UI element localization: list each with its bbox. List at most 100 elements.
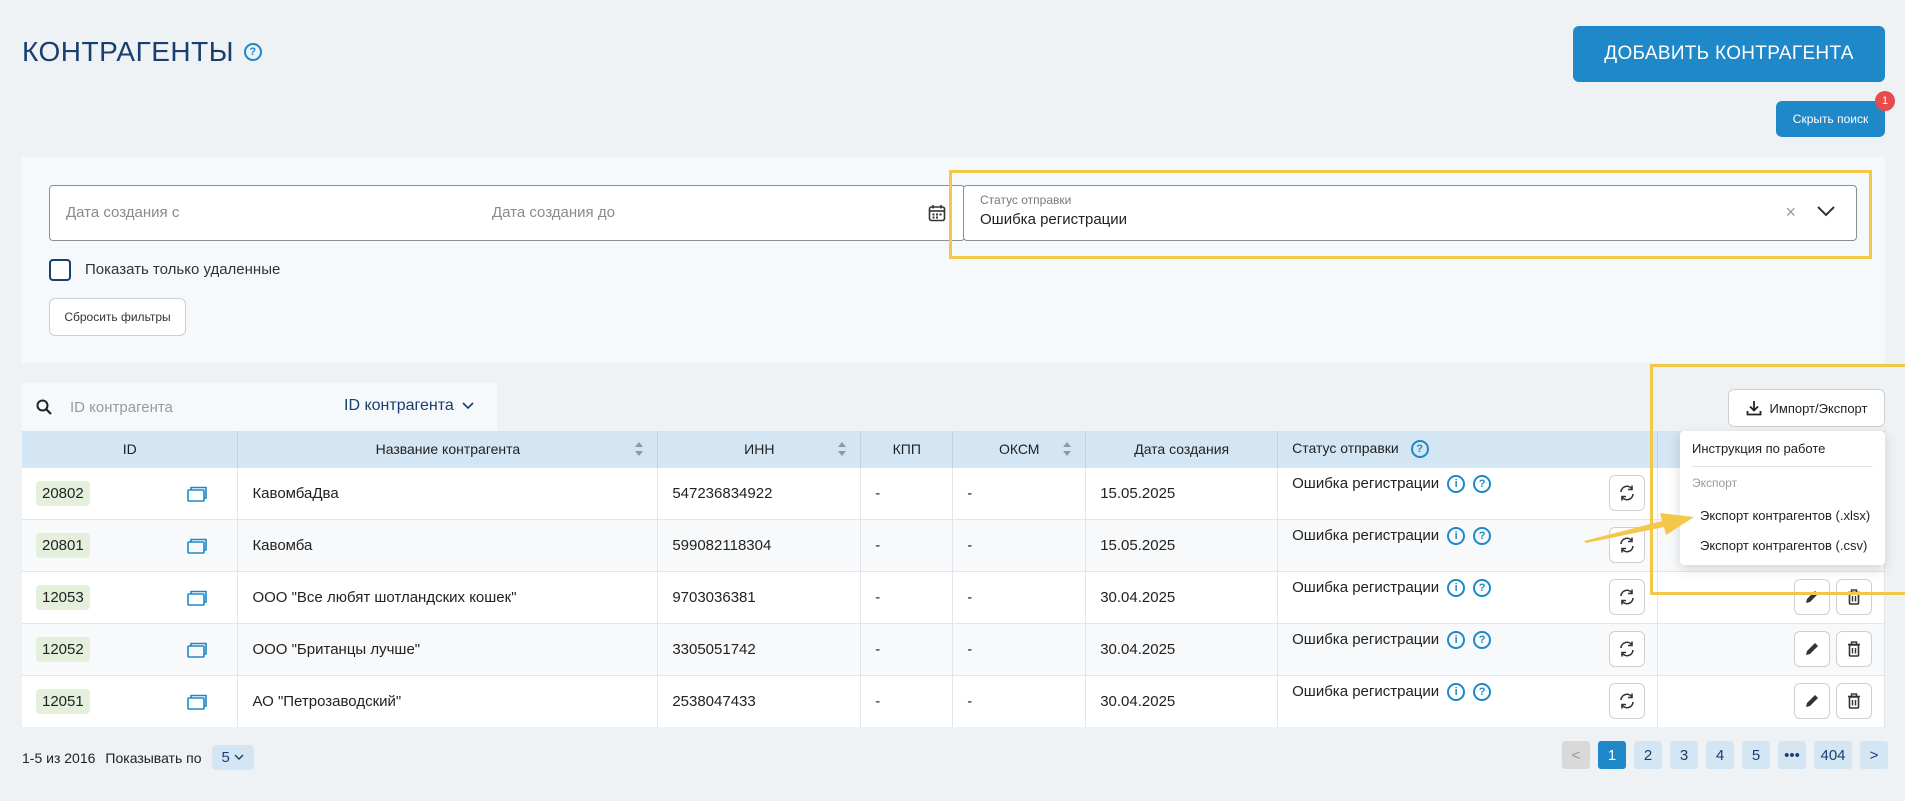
- id-badge[interactable]: 20801: [36, 532, 90, 558]
- table-row[interactable]: 12051 АО "Петрозаводский" 2538047433- -30.0…: [22, 674, 1885, 727]
- search-field-select[interactable]: ID контрагента: [344, 397, 474, 415]
- menu-item-export-xlsx[interactable]: Экспорт контрагентов (.xlsx): [1700, 508, 1871, 523]
- page-button[interactable]: 5: [1742, 741, 1770, 769]
- edit-button[interactable]: [1794, 683, 1830, 720]
- import-export-button[interactable]: Импорт/Экспорт: [1728, 389, 1885, 427]
- column-header-name[interactable]: Название контрагента: [237, 431, 659, 467]
- column-header-oksm-label: ОКСМ: [998, 440, 1040, 457]
- edit-button[interactable]: [1794, 631, 1830, 667]
- prev-page-button[interactable]: <: [1562, 741, 1590, 769]
- reset-filters-button[interactable]: Сбросить фильтры: [49, 298, 186, 336]
- clear-icon[interactable]: ×: [1785, 202, 1796, 222]
- refresh-button[interactable]: [1609, 475, 1646, 511]
- page-ellipsis[interactable]: •••: [1778, 741, 1806, 769]
- menu-item-export-csv[interactable]: Экспорт контрагентов (.csv): [1700, 538, 1868, 553]
- page-button[interactable]: 1: [1598, 741, 1626, 769]
- column-header-inn[interactable]: ИНН: [657, 431, 862, 467]
- cell-inn: 547236834922: [657, 466, 862, 519]
- delete-button[interactable]: [1836, 631, 1872, 667]
- folder-icon[interactable]: [187, 485, 208, 502]
- help-icon[interactable]: ?: [1473, 579, 1492, 598]
- cell-kpp: -: [860, 570, 954, 623]
- deleted-only-checkbox[interactable]: [49, 259, 71, 281]
- menu-item-instruction[interactable]: Инструкция по работе: [1692, 441, 1826, 456]
- highlight-box-status: [949, 170, 1872, 259]
- date-range-field[interactable]: Дата создания с Дата создания до: [49, 185, 965, 241]
- cell-inn: 2538047433: [657, 674, 862, 727]
- folder-icon[interactable]: [187, 537, 208, 554]
- sort-icon[interactable]: [838, 442, 847, 456]
- chevron-down-icon[interactable]: [1816, 204, 1836, 218]
- refresh-icon: [1620, 641, 1634, 657]
- info-icon[interactable]: i: [1447, 579, 1466, 598]
- next-page-button[interactable]: >: [1860, 741, 1888, 769]
- sort-icon[interactable]: [1063, 442, 1072, 456]
- per-page-label: Показывать по: [105, 749, 202, 766]
- add-counterparty-button[interactable]: ДОБАВИТЬ КОНТРАГЕНТА: [1573, 26, 1885, 82]
- status-select-value: Ошибка регистрации: [980, 211, 1128, 228]
- chevron-down-icon: [234, 754, 244, 760]
- status-select[interactable]: Статус отправки Ошибка регистрации ×: [963, 185, 1857, 241]
- status-text: Ошибка регистрации: [1292, 683, 1440, 701]
- help-icon[interactable]: ?: [1473, 475, 1492, 494]
- trash-icon: [1848, 641, 1860, 657]
- trash-icon: [1848, 693, 1860, 710]
- filter-count-badge: 1: [1875, 91, 1895, 111]
- refresh-icon: [1620, 693, 1634, 709]
- cell-oksm: -: [952, 622, 1087, 675]
- help-icon[interactable]: ?: [1410, 439, 1429, 458]
- page-button[interactable]: 4: [1706, 741, 1734, 769]
- folder-icon[interactable]: [187, 589, 208, 606]
- highlight-box-export: [1650, 364, 1905, 595]
- refresh-button[interactable]: [1609, 579, 1646, 615]
- column-header-oksm[interactable]: ОКСМ: [952, 431, 1087, 467]
- help-icon[interactable]: ?: [244, 43, 263, 61]
- cell-status: Ошибка регистрации i?: [1277, 622, 1659, 675]
- search-input[interactable]: [70, 395, 310, 419]
- cell-oksm: -: [952, 674, 1087, 727]
- folder-icon[interactable]: [187, 641, 208, 658]
- pagination-summary: 1-5 из 2016 Показывать по 5: [22, 745, 254, 770]
- hide-search-button[interactable]: Скрыть поиск: [1776, 101, 1885, 137]
- date-to-input[interactable]: Дата создания до: [492, 204, 615, 221]
- help-icon[interactable]: ?: [1473, 631, 1492, 650]
- refresh-button[interactable]: [1609, 683, 1646, 720]
- id-badge[interactable]: 12052: [36, 636, 90, 662]
- info-icon[interactable]: i: [1447, 475, 1466, 494]
- table-row[interactable]: 12053 ООО "Все любят шотландских кошек" 97…: [22, 570, 1885, 623]
- info-icon[interactable]: i: [1447, 631, 1466, 650]
- date-from-input[interactable]: Дата создания с: [66, 204, 180, 221]
- cell-inn: 599082118304: [657, 518, 862, 571]
- page-button[interactable]: 3: [1670, 741, 1698, 769]
- cell-actions: [1657, 622, 1885, 675]
- info-icon[interactable]: i: [1447, 527, 1466, 546]
- per-page-select[interactable]: 5: [211, 745, 254, 770]
- info-icon[interactable]: i: [1447, 683, 1466, 702]
- refresh-button[interactable]: [1609, 631, 1646, 667]
- help-icon[interactable]: ?: [1473, 683, 1492, 702]
- table-row[interactable]: 12052 ООО "Британцы лучше" 3305051742- -30.…: [22, 622, 1885, 675]
- sort-icon[interactable]: [635, 442, 644, 456]
- folder-icon[interactable]: [187, 693, 208, 710]
- column-header-date[interactable]: Дата создания: [1085, 431, 1279, 467]
- calendar-icon[interactable]: [928, 204, 946, 222]
- delete-button[interactable]: [1836, 579, 1872, 615]
- status-text: Ошибка регистрации: [1292, 475, 1440, 492]
- cell-kpp: -: [860, 466, 954, 519]
- menu-section-export: Экспорт: [1692, 476, 1738, 490]
- id-badge[interactable]: 20802: [36, 480, 90, 506]
- edit-button[interactable]: [1794, 579, 1830, 615]
- id-badge[interactable]: 12053: [36, 584, 90, 610]
- column-header-id[interactable]: ID: [22, 431, 239, 467]
- cell-inn: 9703036381: [657, 570, 862, 623]
- cell-date: 15.05.2025: [1085, 466, 1279, 519]
- help-icon[interactable]: ?: [1473, 527, 1492, 546]
- cell-date: 15.05.2025: [1085, 518, 1279, 571]
- cell-id: 20802: [22, 466, 239, 519]
- page-button[interactable]: 2: [1634, 741, 1662, 769]
- column-header-status[interactable]: Статус отправки ?: [1277, 431, 1659, 467]
- page-button[interactable]: 404: [1814, 741, 1852, 769]
- column-header-kpp[interactable]: КПП: [860, 431, 954, 467]
- delete-button[interactable]: [1836, 683, 1872, 720]
- id-badge[interactable]: 12051: [36, 688, 90, 714]
